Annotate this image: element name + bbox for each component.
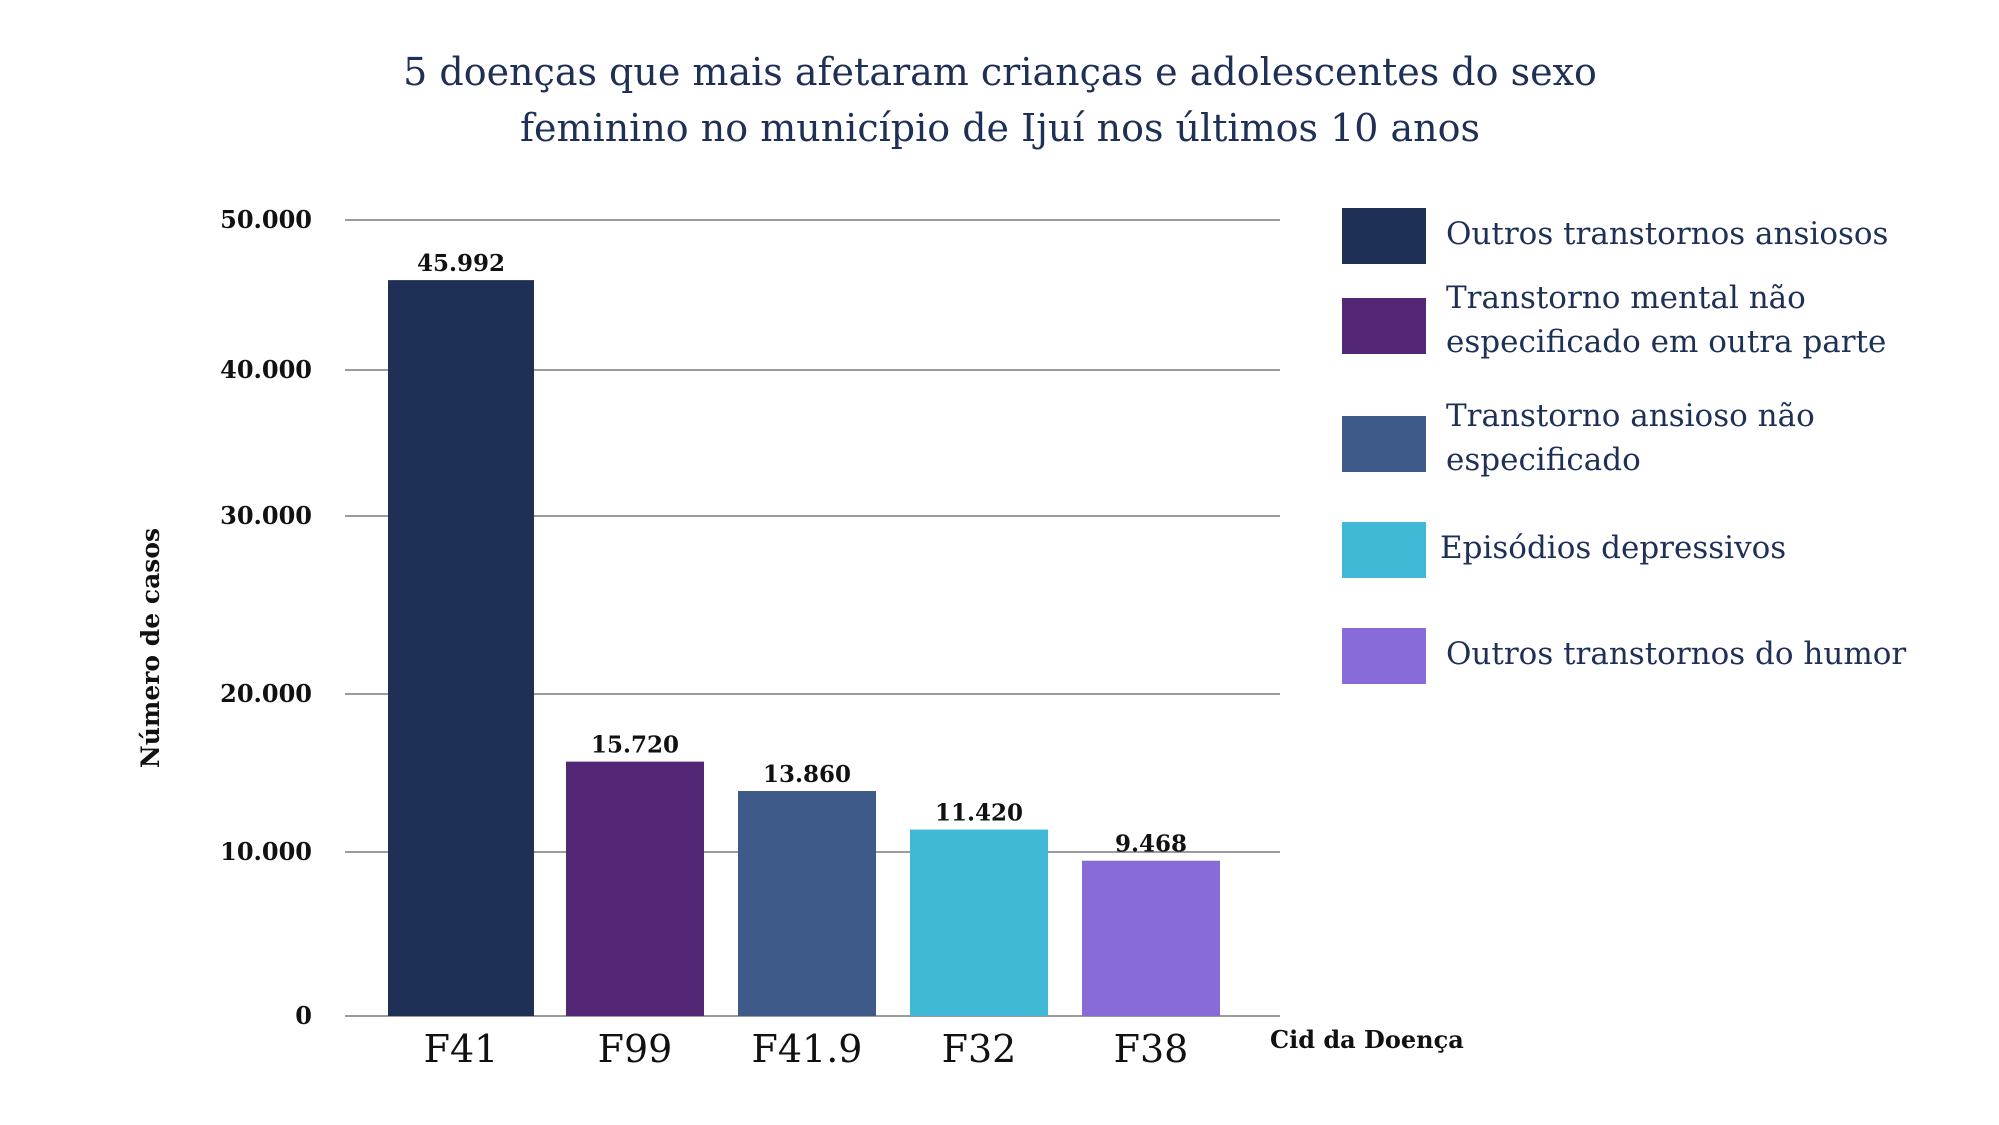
legend-label: Outros transtornos do humor <box>1446 636 1907 672</box>
data-label: 9.468 <box>1115 831 1187 858</box>
y-axis-label: Número de casos <box>136 528 165 768</box>
bar-f32 <box>910 829 1048 1016</box>
x-tick-label: F38 <box>1114 1027 1189 1071</box>
y-tick-label: 20.000 <box>220 679 312 708</box>
data-label: 11.420 <box>935 800 1023 827</box>
y-tick-label: 0 <box>295 1001 312 1030</box>
legend-swatch <box>1342 208 1426 264</box>
legend-swatch <box>1342 522 1426 578</box>
y-tick-label: 10.000 <box>220 837 312 866</box>
bar-f41-9 <box>738 791 876 1016</box>
y-tick-label: 40.000 <box>220 355 312 384</box>
y-tick-label: 30.000 <box>220 501 312 530</box>
legend-label: Outros transtornos ansiosos <box>1446 216 1889 252</box>
x-tick-label: F41.9 <box>752 1027 863 1071</box>
legend-swatch <box>1342 416 1426 472</box>
chart-title: 5 doenças que mais afetaram crianças e a… <box>403 50 1597 150</box>
x-axis-label: Cid da Doença <box>1270 1025 1464 1054</box>
data-label: 45.992 <box>417 250 505 277</box>
bars: 45.992 15.720 13.860 11.420 9.468 <box>388 250 1220 1016</box>
legend-label: Transtorno ansioso não especificado <box>1446 398 1815 478</box>
y-tick-label: 50.000 <box>220 205 312 234</box>
x-tick-label: F32 <box>942 1027 1017 1071</box>
data-label: 15.720 <box>591 732 679 759</box>
y-axis-ticks: 0 10.000 20.000 30.000 40.000 50.000 <box>220 205 312 1030</box>
x-axis-ticks: F41 F99 F41.9 F32 F38 <box>424 1027 1189 1071</box>
data-label: 13.860 <box>763 761 851 788</box>
legend-swatch <box>1342 298 1426 354</box>
bar-f38 <box>1082 860 1220 1016</box>
legend-swatch <box>1342 628 1426 684</box>
bar-f99 <box>566 761 704 1016</box>
legend-label: Transtorno mental não especificado em ou… <box>1446 280 1887 360</box>
bar-f41 <box>388 280 534 1016</box>
x-tick-label: F99 <box>598 1027 673 1071</box>
x-tick-label: F41 <box>424 1027 499 1071</box>
legend-label: Episódios depressivos <box>1440 530 1787 566</box>
